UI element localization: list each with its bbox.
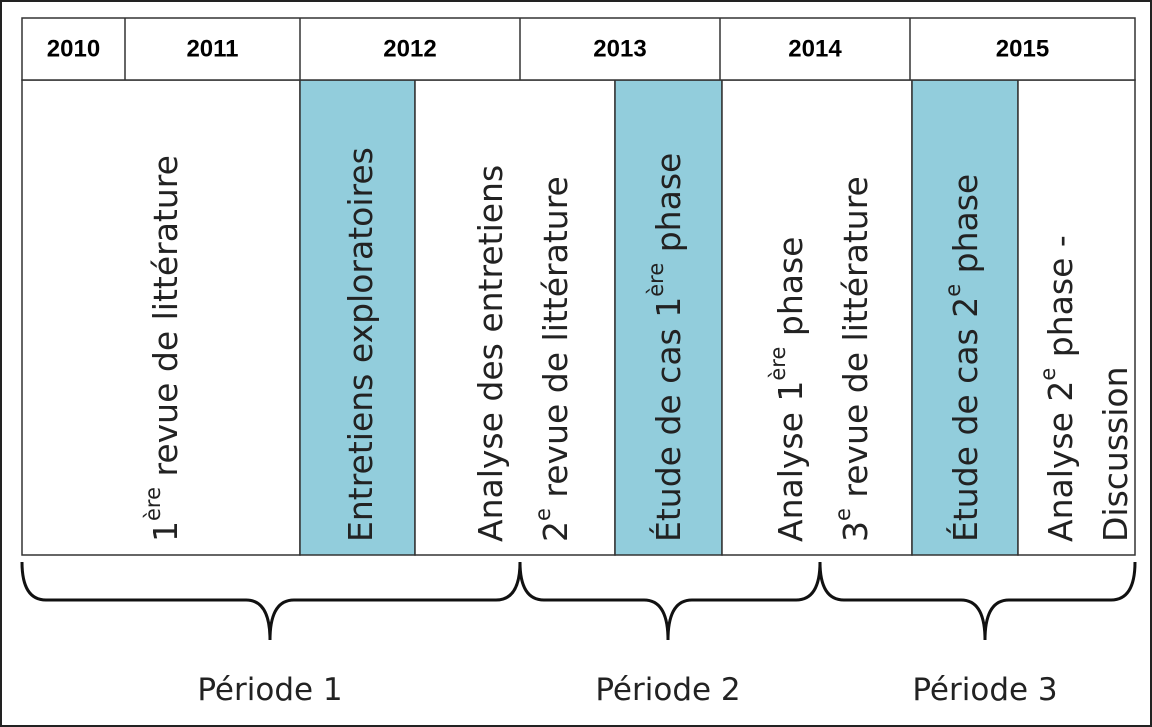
activity-label: 1ère revue de littérature <box>141 155 184 542</box>
label-text: 3 <box>836 521 875 542</box>
superscript: ère <box>644 263 668 297</box>
superscript: e <box>831 508 855 521</box>
year-label: 2011 <box>186 36 238 63</box>
period-label: Période 1 <box>197 672 342 708</box>
activity-label: Discussion <box>1096 367 1135 543</box>
activity-cell <box>1017 79 1136 556</box>
label-text: Étude de cas 1 <box>648 297 688 542</box>
activity-cell <box>721 79 913 556</box>
year-label: 2015 <box>996 36 1049 63</box>
label-text: phase <box>946 174 985 284</box>
label-text: revue de littérature <box>536 176 575 508</box>
superscript: ère <box>766 347 790 381</box>
header-row <box>21 17 1136 81</box>
year-label: 2014 <box>788 36 842 63</box>
activity-label: Étude de cas 2e phase <box>941 174 984 542</box>
label-text: Analyse des entretiens <box>471 165 510 542</box>
year-label: 2012 <box>383 36 436 63</box>
label-text: Étude de cas 2 <box>945 297 985 542</box>
activity-label: 3e revue de littérature <box>831 176 874 542</box>
period-brace <box>518 561 822 641</box>
label-text: revue de littérature <box>836 176 875 508</box>
label-text: phase <box>649 153 688 263</box>
superscript: ère <box>141 487 165 521</box>
superscript: e <box>1036 368 1060 381</box>
label-text: 1 <box>146 521 185 542</box>
label-text: Analyse 2 <box>1041 381 1080 542</box>
period-label: Période 3 <box>912 672 1057 708</box>
activity-label: Étude de cas 1ère phase <box>644 153 687 542</box>
label-text: phase <box>771 237 810 347</box>
activity-cell <box>614 79 723 556</box>
year-label: 2010 <box>47 36 100 63</box>
activity-label: Analyse 1ère phase <box>766 237 809 542</box>
label-text: Entretiens exploratoires <box>341 147 380 542</box>
activity-label: Analyse des entretiens <box>471 165 510 542</box>
label-text: Analyse 1 <box>771 381 810 542</box>
year-label: 2013 <box>593 36 646 63</box>
period-brace <box>20 561 522 641</box>
superscript: e <box>941 284 965 297</box>
activity-cell <box>21 79 301 556</box>
activity-label: Analyse 2e phase - <box>1036 235 1079 542</box>
label-text: 2 <box>536 521 575 542</box>
activity-label: Entretiens exploratoires <box>341 147 380 542</box>
period-brace <box>818 561 1137 641</box>
period-label: Période 2 <box>595 672 740 708</box>
label-text: revue de littérature <box>146 155 185 487</box>
activity-cell <box>911 79 1019 556</box>
label-text: Discussion <box>1096 367 1135 543</box>
activity-cell <box>414 79 616 556</box>
activity-label: 2e revue de littérature <box>531 176 574 542</box>
label-text: phase - <box>1041 235 1080 367</box>
superscript: e <box>531 508 555 521</box>
